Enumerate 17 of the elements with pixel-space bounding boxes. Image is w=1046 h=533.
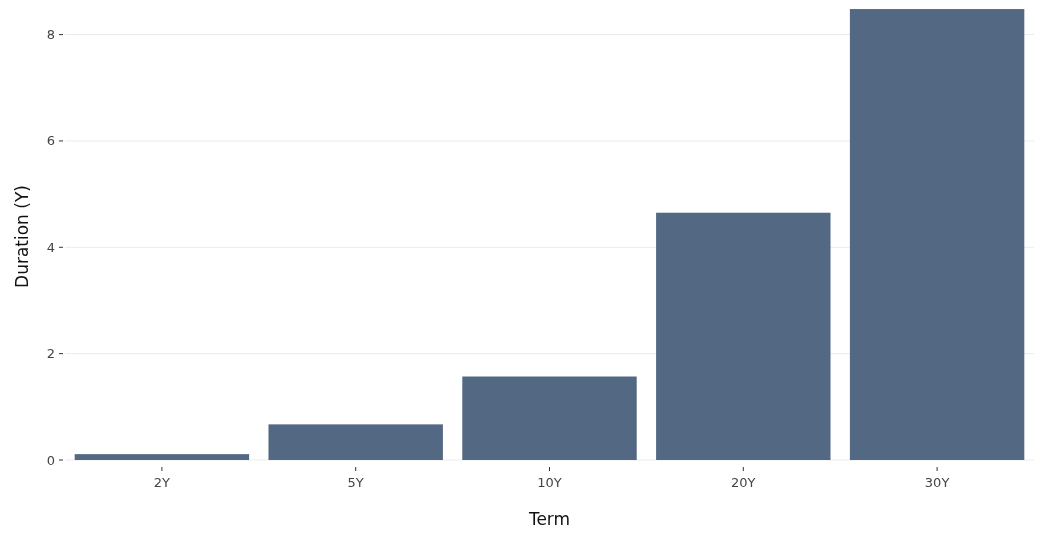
x-tick-label: 5Y bbox=[347, 475, 364, 490]
y-tick-label: 8 bbox=[46, 27, 55, 43]
x-tick-label: 2Y bbox=[153, 475, 171, 490]
x-tick-label: 20Y bbox=[731, 475, 756, 490]
x-tick-label: 30Y bbox=[924, 475, 950, 490]
bar bbox=[268, 424, 443, 460]
y-tick-label: 2 bbox=[46, 346, 55, 362]
x-tick-label: 10Y bbox=[537, 475, 562, 490]
bar bbox=[462, 376, 637, 460]
bar bbox=[849, 9, 1025, 460]
y-axis-title: Duration (Y) bbox=[12, 185, 32, 288]
x-axis-title: Term bbox=[527, 509, 571, 529]
y-tick-label: 4 bbox=[46, 239, 55, 255]
bar bbox=[656, 212, 831, 460]
bar bbox=[74, 454, 250, 460]
y-tick-label: 6 bbox=[46, 133, 55, 149]
y-tick-label: 0 bbox=[46, 452, 55, 468]
